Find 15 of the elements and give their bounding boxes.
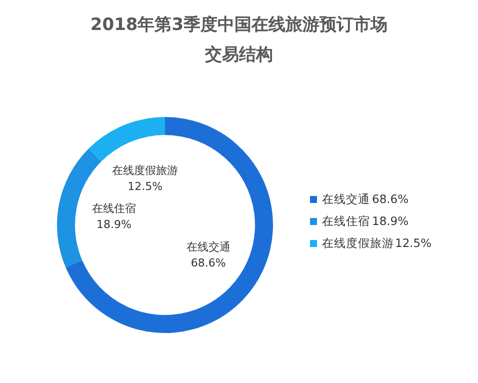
data-label: 68.6% xyxy=(190,256,226,270)
legend-label: 在线交通 xyxy=(322,192,370,206)
slice-label: 在线交通 xyxy=(186,240,230,254)
text: 12.5% xyxy=(395,236,432,250)
data-label: 12.5% xyxy=(128,180,163,193)
data-label: 18.9% xyxy=(96,218,132,232)
chart-title: 2018年第3季度中国在线旅游预订市场交易结构 xyxy=(90,15,388,65)
legend-label: 在线度假旅游 xyxy=(322,236,394,250)
text: 68.6% xyxy=(372,192,409,206)
legend-label: 在线住宿 xyxy=(322,214,370,228)
text: 18.9% xyxy=(372,214,409,228)
slice-label: 在线住宿 xyxy=(92,202,136,216)
donut-slice xyxy=(66,117,273,333)
donut-slice xyxy=(88,117,165,162)
slice-label: 在线度假旅游 xyxy=(112,164,178,177)
